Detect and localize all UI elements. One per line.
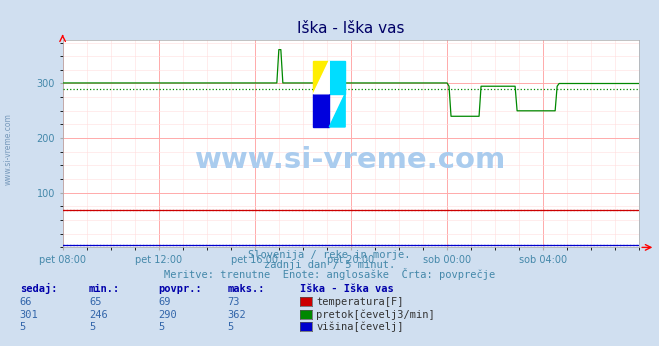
Text: 69: 69 <box>158 297 171 307</box>
Text: 65: 65 <box>89 297 101 307</box>
Text: 301: 301 <box>20 310 38 320</box>
Text: 66: 66 <box>20 297 32 307</box>
Text: www.si-vreme.com: www.si-vreme.com <box>3 113 13 185</box>
Text: 5: 5 <box>20 322 26 332</box>
Text: Slovenija / reke in morje.: Slovenija / reke in morje. <box>248 250 411 260</box>
Text: 246: 246 <box>89 310 107 320</box>
Text: 290: 290 <box>158 310 177 320</box>
Polygon shape <box>330 94 345 127</box>
Title: Iška - Iška vas: Iška - Iška vas <box>297 21 405 36</box>
Polygon shape <box>314 61 330 94</box>
Text: pretok[čevelj3/min]: pretok[čevelj3/min] <box>316 309 435 320</box>
Text: 73: 73 <box>227 297 240 307</box>
Text: višina[čevelj]: višina[čevelj] <box>316 321 404 332</box>
Text: www.si-vreme.com: www.si-vreme.com <box>195 146 507 174</box>
Text: povpr.:: povpr.: <box>158 284 202 294</box>
Text: sedaj:: sedaj: <box>20 283 57 294</box>
Bar <box>314 94 330 127</box>
Bar <box>314 61 330 94</box>
Text: min.:: min.: <box>89 284 120 294</box>
Bar <box>330 61 345 94</box>
Text: temperatura[F]: temperatura[F] <box>316 297 404 307</box>
Text: 5: 5 <box>89 322 95 332</box>
Text: maks.:: maks.: <box>227 284 265 294</box>
Text: 362: 362 <box>227 310 246 320</box>
Text: Iška - Iška vas: Iška - Iška vas <box>300 284 393 294</box>
Text: 5: 5 <box>158 322 164 332</box>
Text: zadnji dan / 5 minut.: zadnji dan / 5 minut. <box>264 260 395 270</box>
Text: Meritve: trenutne  Enote: anglosaške  Črta: povprečje: Meritve: trenutne Enote: anglosaške Črta… <box>164 268 495 280</box>
Text: 5: 5 <box>227 322 233 332</box>
